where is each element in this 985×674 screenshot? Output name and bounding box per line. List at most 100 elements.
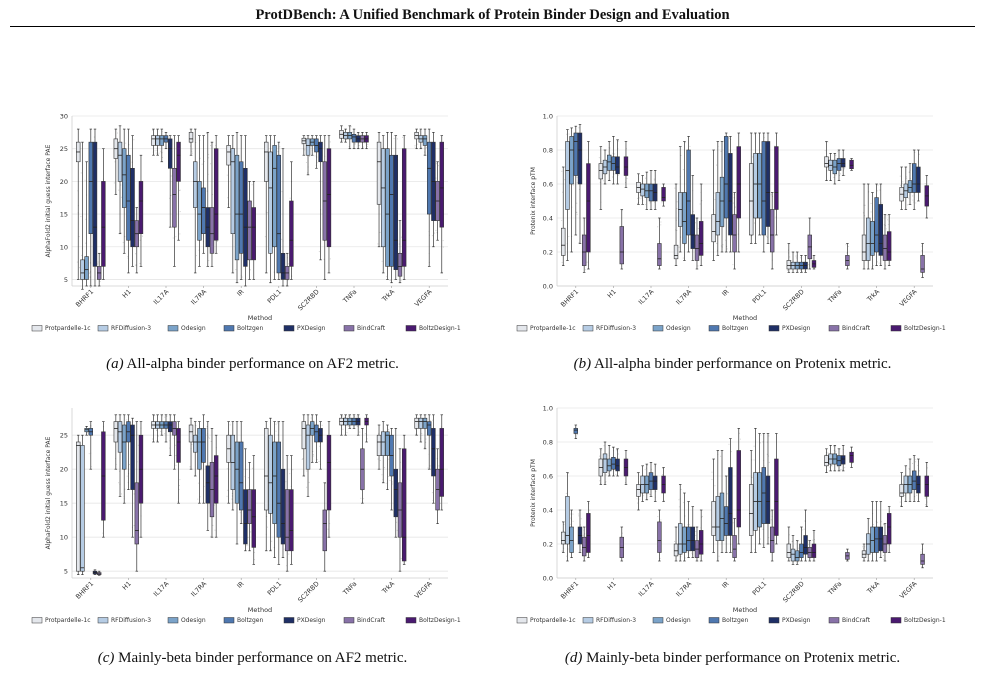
legend-swatch <box>582 617 594 624</box>
box-BoltzDesign-1 <box>924 475 929 497</box>
data-point <box>170 194 172 197</box>
data-point <box>310 145 312 147</box>
data-point <box>401 136 404 138</box>
data-point <box>851 462 853 464</box>
data-point <box>305 161 307 164</box>
data-point <box>674 540 676 543</box>
box-PXDesign <box>878 204 883 256</box>
box-Protpardelle-1c <box>598 163 604 180</box>
box-Odesign <box>569 136 574 185</box>
data-point <box>765 235 767 237</box>
data-point <box>89 272 91 274</box>
data-point <box>415 433 417 436</box>
data-point <box>275 423 277 425</box>
data-point <box>366 145 368 147</box>
data-point <box>576 202 578 204</box>
data-point <box>915 458 917 460</box>
box-Protpardelle-1c <box>824 455 829 467</box>
box-BoltzDesign-1 <box>326 434 332 511</box>
box-PXDesign <box>431 428 436 477</box>
data-point <box>636 498 638 500</box>
data-point <box>250 531 252 533</box>
data-point <box>577 513 579 515</box>
box-Boltzgen <box>427 421 432 436</box>
data-point <box>684 557 686 559</box>
data-point <box>191 152 194 154</box>
legend-entry: BoltzDesign-1 <box>419 617 461 624</box>
x-tick-label: VEGFA <box>413 287 434 308</box>
data-point <box>387 429 389 431</box>
data-point <box>304 149 306 151</box>
y-tick-label: 15 <box>60 500 68 508</box>
data-point <box>644 177 647 179</box>
data-point <box>572 520 574 522</box>
data-point <box>389 279 392 281</box>
box-Protpardelle-1c <box>824 156 829 168</box>
data-point <box>118 189 120 191</box>
box-PXDesign <box>653 475 658 490</box>
data-point <box>316 162 318 164</box>
box-BoltzDesign-1 <box>849 159 854 170</box>
legend-swatch <box>890 325 902 332</box>
data-point <box>739 432 741 434</box>
data-point <box>753 133 755 135</box>
data-point <box>561 550 563 552</box>
data-point <box>384 466 386 469</box>
data-point <box>739 438 741 440</box>
data-point <box>301 143 303 145</box>
data-point <box>379 459 381 462</box>
box-PXDesign <box>130 168 135 248</box>
data-point <box>135 264 137 266</box>
data-point <box>164 416 166 418</box>
data-point <box>308 481 310 484</box>
y-tick-label: 1.0 <box>543 405 553 413</box>
legend-swatch <box>97 617 109 624</box>
box-Protpardelle-1c <box>749 163 754 236</box>
data-point <box>636 502 639 504</box>
data-point <box>766 453 768 455</box>
data-point <box>213 504 216 506</box>
box-PXDesign <box>615 156 620 175</box>
box-BoltzDesign-1 <box>289 489 294 552</box>
data-point <box>911 462 914 465</box>
data-point <box>699 203 701 205</box>
data-point <box>570 517 572 519</box>
box-Boltzgen <box>874 197 879 253</box>
data-point <box>844 167 846 169</box>
box-BoltzDesign-1 <box>774 146 779 210</box>
data-point <box>797 540 799 543</box>
data-point <box>906 204 908 206</box>
box-Protpardelle-1c <box>151 135 156 146</box>
x-tick-label: BHRF1 <box>74 288 95 309</box>
data-point <box>226 174 228 176</box>
y-tick-label: 0.8 <box>543 147 553 155</box>
data-point <box>172 237 174 239</box>
data-point <box>585 269 587 271</box>
box-BindCraft <box>284 489 290 552</box>
box-Protpardelle-1c <box>749 484 754 536</box>
data-point <box>352 131 354 133</box>
data-point <box>116 132 118 134</box>
x-axis-label: Method <box>248 314 272 322</box>
data-point <box>921 250 923 252</box>
box-RFDiffusion-3 <box>80 259 85 280</box>
data-point <box>697 265 699 267</box>
data-point <box>247 477 249 479</box>
data-point <box>570 513 572 515</box>
data-point <box>770 194 772 196</box>
data-point <box>442 246 444 248</box>
box-Odesign <box>422 135 428 146</box>
y-tick-label: 20 <box>60 466 68 474</box>
data-point <box>864 546 866 548</box>
data-point <box>246 545 248 547</box>
data-point <box>166 415 168 417</box>
data-point <box>688 524 691 526</box>
data-point <box>759 538 762 540</box>
data-point <box>206 427 208 430</box>
data-point <box>355 148 357 150</box>
box-RFDiffusion-3 <box>866 217 871 261</box>
data-point <box>883 524 885 526</box>
panel-a: 5 10 15 20 25 30 AlphaFold2 initial guess inte… <box>20 108 475 340</box>
data-point <box>120 493 123 495</box>
data-point <box>714 485 716 487</box>
